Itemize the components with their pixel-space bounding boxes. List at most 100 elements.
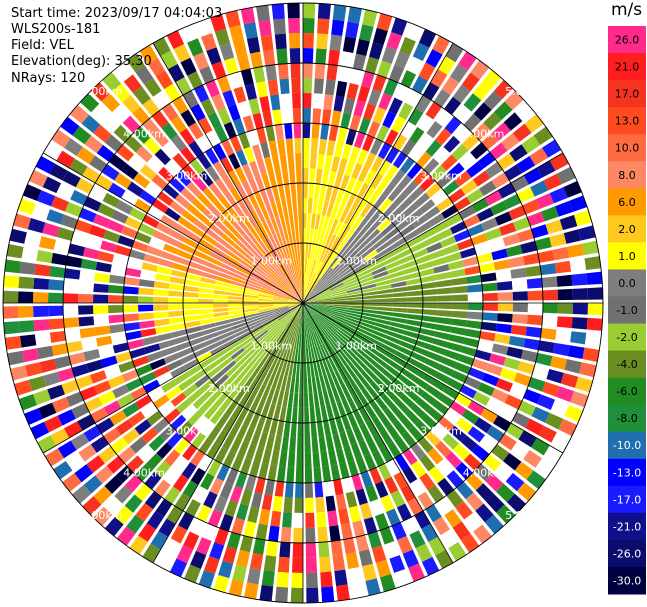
- range-gate: [452, 285, 468, 294]
- range-gate: [184, 426, 200, 443]
- range-gate: [493, 101, 513, 121]
- range-gate: [178, 512, 195, 531]
- range-label: 1.00km: [335, 255, 377, 268]
- range-gate: [240, 259, 255, 271]
- range-gate: [338, 65, 351, 83]
- range-gate: [18, 320, 35, 333]
- range-gate: [190, 467, 206, 485]
- range-gate: [166, 431, 183, 448]
- range-gate: [445, 43, 464, 63]
- range-gate: [37, 435, 57, 453]
- range-gate: [466, 320, 483, 330]
- range-gate: [518, 430, 537, 448]
- range-gate: [368, 337, 384, 348]
- range-gate: [191, 432, 207, 449]
- range-gate: [352, 53, 367, 71]
- range-gate: [180, 57, 197, 76]
- range-gate: [185, 499, 201, 517]
- range-gate: [347, 299, 363, 303]
- range-gate: [187, 331, 204, 341]
- range-gate: [244, 253, 258, 266]
- range-gate: [229, 437, 242, 454]
- range-gate: [314, 63, 326, 79]
- range-gate: [277, 310, 291, 320]
- range-gate: [415, 95, 432, 113]
- range-gate: [241, 163, 254, 180]
- range-gate: [369, 232, 384, 246]
- range-gate: [330, 371, 340, 387]
- range-gate: [323, 249, 333, 264]
- range-gate: [89, 370, 107, 384]
- range-gate: [233, 370, 247, 385]
- range-gate: [353, 333, 368, 344]
- range-gate: [303, 258, 305, 274]
- range-gate: [310, 259, 317, 275]
- range-gate: [340, 270, 355, 281]
- range-gate: [377, 288, 393, 295]
- range-gate: [400, 70, 417, 88]
- colorbar-tick: -26.0: [613, 547, 641, 560]
- range-gate: [274, 169, 283, 186]
- range-gate: [178, 377, 194, 392]
- range-gate: [311, 331, 317, 347]
- range-gate: [316, 309, 330, 318]
- range-gate: [204, 261, 221, 271]
- range-gate: [195, 18, 212, 37]
- range-gate: [380, 250, 397, 262]
- range-gate: [346, 82, 359, 100]
- range-gate: [347, 230, 359, 245]
- range-gate: [288, 316, 297, 330]
- range-gate: [407, 290, 423, 297]
- range-gate: [584, 256, 601, 270]
- range-gate: [373, 270, 389, 280]
- range-gate: [446, 489, 464, 508]
- range-gate: [355, 218, 369, 233]
- range-gate: [369, 209, 383, 225]
- range-gate: [198, 570, 215, 589]
- range-gate: [243, 291, 259, 296]
- range-gate: [337, 367, 348, 383]
- range-gate: [258, 333, 272, 346]
- range-gate: [365, 253, 381, 265]
- range-gate: [328, 356, 338, 372]
- range-gate: [393, 471, 408, 490]
- range-gate: [336, 351, 348, 366]
- colorbar-segment: [608, 323, 646, 352]
- range-gate: [458, 51, 477, 71]
- range-gate: [270, 510, 282, 527]
- range-gate: [491, 388, 509, 403]
- range-gate: [224, 499, 239, 517]
- range-gate: [116, 526, 136, 546]
- range-gate: [495, 323, 512, 334]
- range-gate: [75, 178, 94, 195]
- range-gate: [110, 437, 129, 455]
- range-gate: [311, 314, 322, 328]
- range-gate: [392, 419, 407, 436]
- range-gate: [338, 329, 352, 341]
- range-gate: [387, 186, 403, 202]
- range-gate: [129, 207, 147, 222]
- range-label: 2.00km: [378, 382, 420, 395]
- range-gate: [298, 407, 303, 423]
- range-gate: [353, 236, 366, 250]
- range-gate: [214, 285, 230, 292]
- range-gate: [81, 114, 101, 134]
- range-gate: [206, 365, 222, 379]
- range-gate: [298, 258, 302, 274]
- range-gate: [415, 543, 433, 563]
- range-gate: [19, 261, 36, 275]
- range-gate: [258, 261, 271, 273]
- range-gate: [267, 371, 277, 388]
- range-gate: [175, 170, 192, 187]
- colorbar-segment: [608, 296, 646, 325]
- range-gate: [326, 64, 338, 81]
- range-gate: [3, 290, 19, 303]
- range-gate: [299, 288, 303, 303]
- range-gate: [398, 196, 414, 212]
- range-gate: [303, 213, 307, 229]
- range-gate: [332, 295, 348, 300]
- colorbar-tick: 10.0: [615, 142, 640, 155]
- range-gate: [124, 322, 141, 332]
- range-gate: [317, 296, 333, 301]
- range-gate: [295, 168, 302, 184]
